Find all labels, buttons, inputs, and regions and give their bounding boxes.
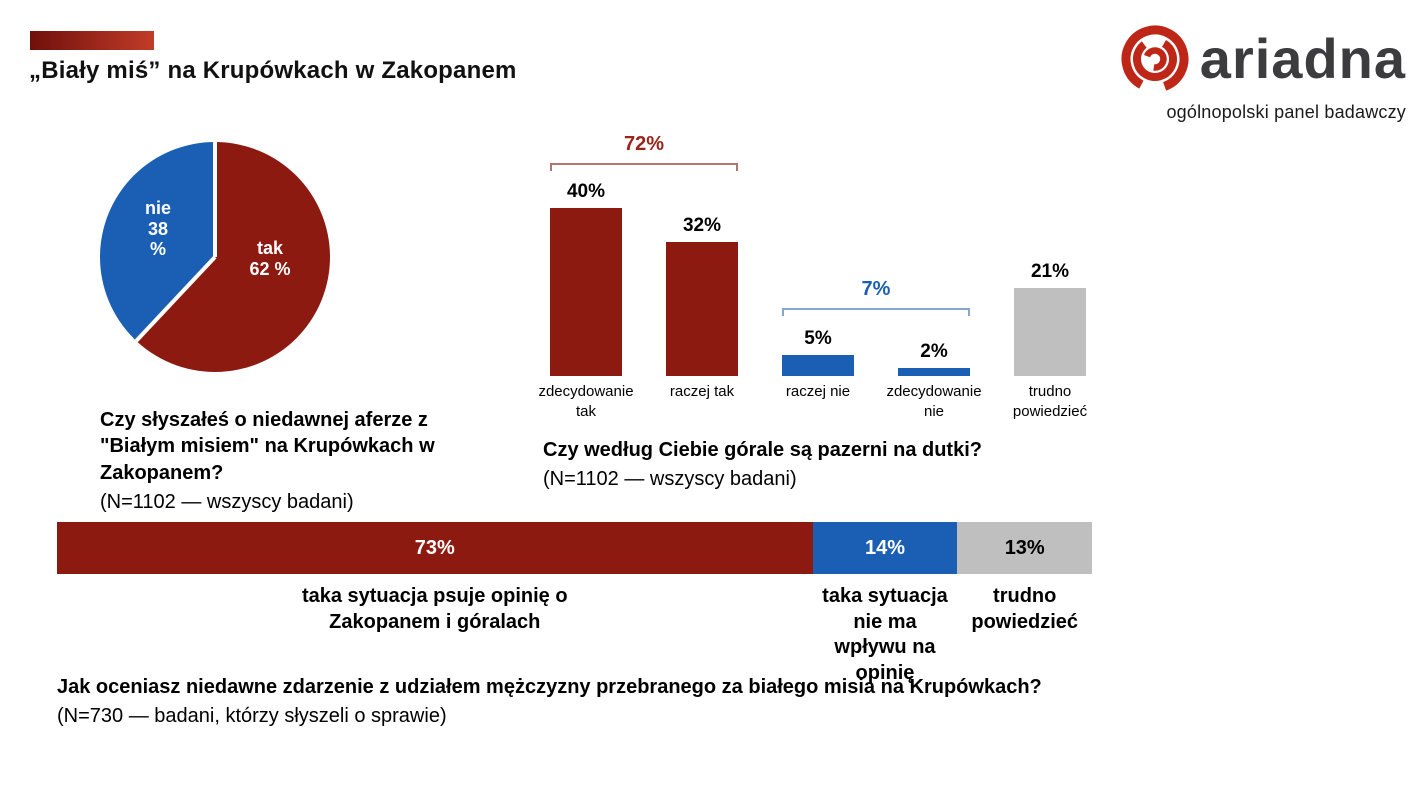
stacked-segment-label: taka sytuacja psuje opinię o Zakopanem i… <box>301 585 568 633</box>
pie-chart <box>100 142 330 372</box>
ariadna-spiral-icon <box>1121 25 1189 93</box>
logo-row: ariadna <box>1118 22 1406 96</box>
bar <box>898 367 970 376</box>
page-title: „Biały miś” na Krupówkach w Zakopanem <box>29 57 517 84</box>
pie-chart-wrap: tak 62 % nie 38 % <box>100 142 330 372</box>
bar-value-label: 40% <box>566 181 606 202</box>
stacked-segment-value: 14% <box>864 536 905 559</box>
bar-category-label: zdecydowanie tak <box>538 383 634 420</box>
stacked-bar: 73% 14% 13% <box>57 522 1092 574</box>
bar-sample-size: (N=1102 — wszyscy badani) <box>543 468 797 491</box>
pie-question-text: Czy słyszałeś o niedawnej aferze z "Biał… <box>100 409 435 484</box>
logo-subtitle: ogólnopolski panel badawczy <box>1166 102 1406 122</box>
bar-value-label: 21% <box>1030 260 1070 282</box>
bar-column: 32% <box>644 130 760 376</box>
stacked-segment-red: 73% <box>57 522 813 574</box>
stacked-segment-label: taka sytuacja nie ma wpływu na opinię <box>822 585 948 684</box>
bar-column: 2% <box>876 130 992 376</box>
bar-plot: 40% 32% 5% 2% 21% <box>528 130 1108 376</box>
bar-value-label: 32% <box>682 214 722 236</box>
bar-category-label: trudno powiedzieć <box>1012 383 1088 420</box>
pie-slice-nie-name: nie <box>144 198 171 218</box>
bar-chart: 40% 32% 5% 2% 21% 72% 7% <box>528 130 1108 430</box>
bracket-total-nie-label: 7% <box>861 278 891 300</box>
bracket-total-nie <box>782 308 970 316</box>
bar <box>550 208 622 376</box>
pie-slice-label-tak: tak 62 % <box>248 238 292 279</box>
bar <box>782 355 854 376</box>
bar-question-text: Czy według Ciebie górale są pazerni na d… <box>543 439 982 461</box>
bar <box>1014 287 1086 376</box>
bar-category-label: raczej tak <box>669 383 735 400</box>
stacked-segment-blue: 14% <box>812 522 958 574</box>
pie-caption: Czy słyszałeś o niedawnej aferze z "Biał… <box>100 407 480 516</box>
bar-column: 40% <box>528 130 644 376</box>
bracket-total-tak <box>550 163 738 171</box>
bar <box>666 241 738 376</box>
ariadna-logo: ariadna ogólnopolski panel badawczy <box>1118 22 1406 123</box>
bar-category-label: raczej nie <box>785 383 851 400</box>
stacked-question-text: Jak oceniasz niedawne zdarzenie z udział… <box>57 676 1042 698</box>
stacked-segment-gray: 13% <box>957 522 1092 574</box>
bar-caption: Czy według Ciebie górale są pazerni na d… <box>543 437 1103 493</box>
stacked-caption: Jak oceniasz niedawne zdarzenie z udział… <box>57 674 1317 730</box>
pie-slice-tak-value: 62 % <box>249 258 291 279</box>
accent-bar <box>30 31 154 50</box>
stacked-sample-size: (N=730 — badani, którzy słyszeli o spraw… <box>57 705 447 728</box>
bracket-total-tak-label: 72% <box>623 133 665 155</box>
pie-slice-label-nie: nie 38 % <box>140 198 176 260</box>
stacked-segment-value: 13% <box>1004 536 1045 559</box>
bar-value-label: 5% <box>804 328 832 349</box>
logo-wordmark: ariadna <box>1199 27 1406 90</box>
pie-slice-tak-name: tak <box>256 238 283 258</box>
bar-category-row: zdecydowanie tak raczej tak raczej nie z… <box>528 382 1108 421</box>
pie-slice-separator <box>134 255 217 343</box>
stacked-segment-label: trudno powiedzieć <box>971 585 1079 633</box>
pie-slice-nie-value: 38 % <box>147 218 169 260</box>
stacked-label-row: taka sytuacja psuje opinię o Zakopanem i… <box>57 584 1092 686</box>
bar-column: 21% <box>992 130 1108 376</box>
pie-slice-separator <box>213 142 217 257</box>
bar-category-label: zdecydowanie nie <box>886 383 982 420</box>
bar-value-label: 2% <box>920 340 948 362</box>
stacked-segment-value: 73% <box>414 536 455 559</box>
pie-sample-size: (N=1102 — wszyscy badani) <box>100 491 354 514</box>
stacked-bar-chart: 73% 14% 13% taka sytuacja psuje opinię o… <box>57 522 1092 686</box>
bar-column: 5% <box>760 130 876 376</box>
